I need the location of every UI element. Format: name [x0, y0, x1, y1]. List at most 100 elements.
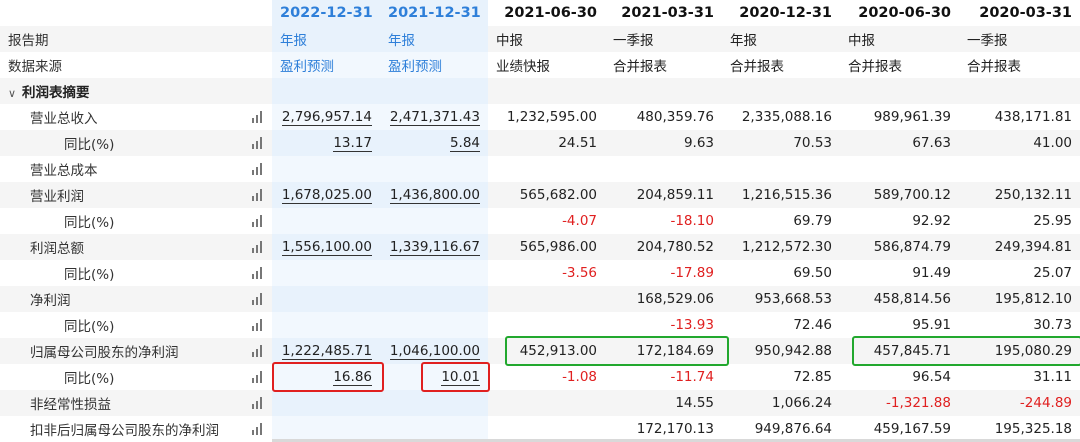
row-label-cell: 归属母公司股东的净利润 [0, 338, 272, 364]
row-label-cell: 扣非后归属母公司股东的净利润 [0, 416, 272, 442]
value-cell [380, 208, 488, 234]
value-cell [272, 208, 380, 234]
table-row: 归属母公司股东的净利润 1,222,485.71 1,046,100.00 452,9… [0, 338, 1080, 364]
table-row: 营业利润 1,678,025.00 1,436,800.00 565,682.00 20… [0, 182, 1080, 208]
meta-cell: 中报 [840, 26, 959, 52]
bar-chart-icon[interactable] [252, 423, 262, 435]
col-header[interactable]: 2020-06-30 [840, 0, 959, 26]
value-cell: 1,678,025.00 [272, 182, 380, 208]
value-cell: 195,080.29 [959, 338, 1080, 364]
value-cell: 459,167.59 [840, 416, 959, 442]
value-cell: 2,471,371.43 [380, 104, 488, 130]
bar-chart-icon[interactable] [252, 189, 262, 201]
value-cell: 204,859.11 [605, 182, 722, 208]
table-row: 非经常性损益 14.55 1,066.24 -1,321.88 -244.89 [0, 390, 1080, 416]
value-cell: 14.55 [605, 390, 722, 416]
row-label-text: 非经常性损益 [30, 397, 111, 413]
value-cell: 1,222,485.71 [272, 338, 380, 364]
table-row: 利润总额 1,556,100.00 1,339,116.67 565,986.00 20… [0, 234, 1080, 260]
value-cell [272, 156, 380, 182]
section-row[interactable]: ∨ 利润表摘要 [0, 78, 1080, 104]
forecast-value[interactable]: 2,471,371.43 [389, 108, 480, 126]
bar-chart-icon[interactable] [252, 241, 262, 253]
row-label-cell: 净利润 [0, 286, 272, 312]
value-cell: 95.91 [840, 312, 959, 338]
forecast-value[interactable]: 2,796,957.14 [281, 108, 372, 126]
value-cell: 953,668.53 [722, 286, 840, 312]
col-header[interactable]: 2021-03-31 [605, 0, 722, 26]
value-cell: 72.46 [722, 312, 840, 338]
bar-chart-icon[interactable] [252, 397, 262, 409]
section-empty-cell [840, 78, 959, 104]
bar-chart-icon[interactable] [252, 137, 262, 149]
section-toggle[interactable]: ∨ 利润表摘要 [8, 78, 264, 104]
forecast-value[interactable]: 1,556,100.00 [281, 238, 372, 256]
value-cell: 2,796,957.14 [272, 104, 380, 130]
col-header[interactable]: 2021-12-31 [380, 0, 488, 26]
row-label: 报告期 [8, 26, 264, 52]
section-label-cell[interactable]: ∨ 利润表摘要 [0, 78, 272, 104]
section-empty-cell [488, 78, 605, 104]
header-corner [0, 0, 272, 26]
meta-cell: 业绩快报 [488, 52, 605, 78]
value-cell: 565,682.00 [488, 182, 605, 208]
bar-chart-icon[interactable] [252, 163, 262, 175]
bar-chart-icon[interactable] [252, 215, 262, 227]
value-cell [272, 286, 380, 312]
chevron-down-icon[interactable]: ∨ [8, 87, 17, 100]
col-header[interactable]: 2020-03-31 [959, 0, 1080, 26]
table-row: 营业总成本 [0, 156, 1080, 182]
value-cell: 168,529.06 [605, 286, 722, 312]
value-cell: 24.51 [488, 130, 605, 156]
value-cell: 950,942.88 [722, 338, 840, 364]
value-cell: 458,814.56 [840, 286, 959, 312]
meta-cell: 中报 [488, 26, 605, 52]
forecast-value[interactable]: 1,222,485.71 [281, 342, 372, 360]
forecast-value[interactable]: 16.86 [333, 368, 372, 386]
row-label-cell: 同比(%) [0, 208, 272, 234]
value-cell: 1,339,116.67 [380, 234, 488, 260]
bar-chart-icon[interactable] [252, 111, 262, 123]
row-label-cell: 数据来源 [0, 52, 272, 78]
bar-chart-icon[interactable] [252, 293, 262, 305]
row-label-cell: 营业总成本 [0, 156, 272, 182]
value-cell: 16.86 [272, 364, 380, 390]
bar-chart-icon[interactable] [252, 319, 262, 331]
col-header[interactable]: 2022-12-31 [272, 0, 380, 26]
forecast-value[interactable]: 1,678,025.00 [281, 186, 372, 204]
value-cell: 5.84 [380, 130, 488, 156]
value-cell: 1,216,515.36 [722, 182, 840, 208]
bar-chart-icon[interactable] [252, 267, 262, 279]
col-header[interactable]: 2021-06-30 [488, 0, 605, 26]
meta-cell: 合并报表 [959, 52, 1080, 78]
value-cell: 457,845.71 [840, 338, 959, 364]
horizontal-scrollbar[interactable] [272, 439, 1080, 442]
value-cell: 452,913.00 [488, 338, 605, 364]
meta-cell: 一季报 [959, 26, 1080, 52]
section-empty-cell [272, 78, 380, 104]
forecast-value[interactable]: 1,339,116.67 [389, 238, 480, 256]
bar-chart-icon[interactable] [252, 371, 262, 383]
row-label-cell: 同比(%) [0, 130, 272, 156]
row-label: 同比(%) [8, 130, 264, 156]
row-label: 同比(%) [8, 208, 264, 234]
meta-cell: 年报 [380, 26, 488, 52]
value-cell: 91.49 [840, 260, 959, 286]
row-label-text: 报告期 [8, 33, 49, 49]
forecast-value[interactable]: 10.01 [441, 368, 480, 386]
bar-chart-icon[interactable] [252, 345, 262, 357]
col-header[interactable]: 2020-12-31 [722, 0, 840, 26]
value-cell: 250,132.11 [959, 182, 1080, 208]
value-cell: 30.73 [959, 312, 1080, 338]
forecast-value[interactable]: 1,436,800.00 [389, 186, 480, 204]
forecast-value[interactable]: 5.84 [449, 134, 480, 152]
forecast-value[interactable]: 1,046,100.00 [389, 342, 480, 360]
header-row: 2022-12-31 2021-12-31 2021-06-30 2021-03… [0, 0, 1080, 26]
forecast-value[interactable]: 13.17 [333, 134, 372, 152]
value-cell: 204,780.52 [605, 234, 722, 260]
value-cell: 480,359.76 [605, 104, 722, 130]
value-cell: -1.08 [488, 364, 605, 390]
row-label: 营业利润 [8, 182, 264, 208]
value-cell: 69.79 [722, 208, 840, 234]
